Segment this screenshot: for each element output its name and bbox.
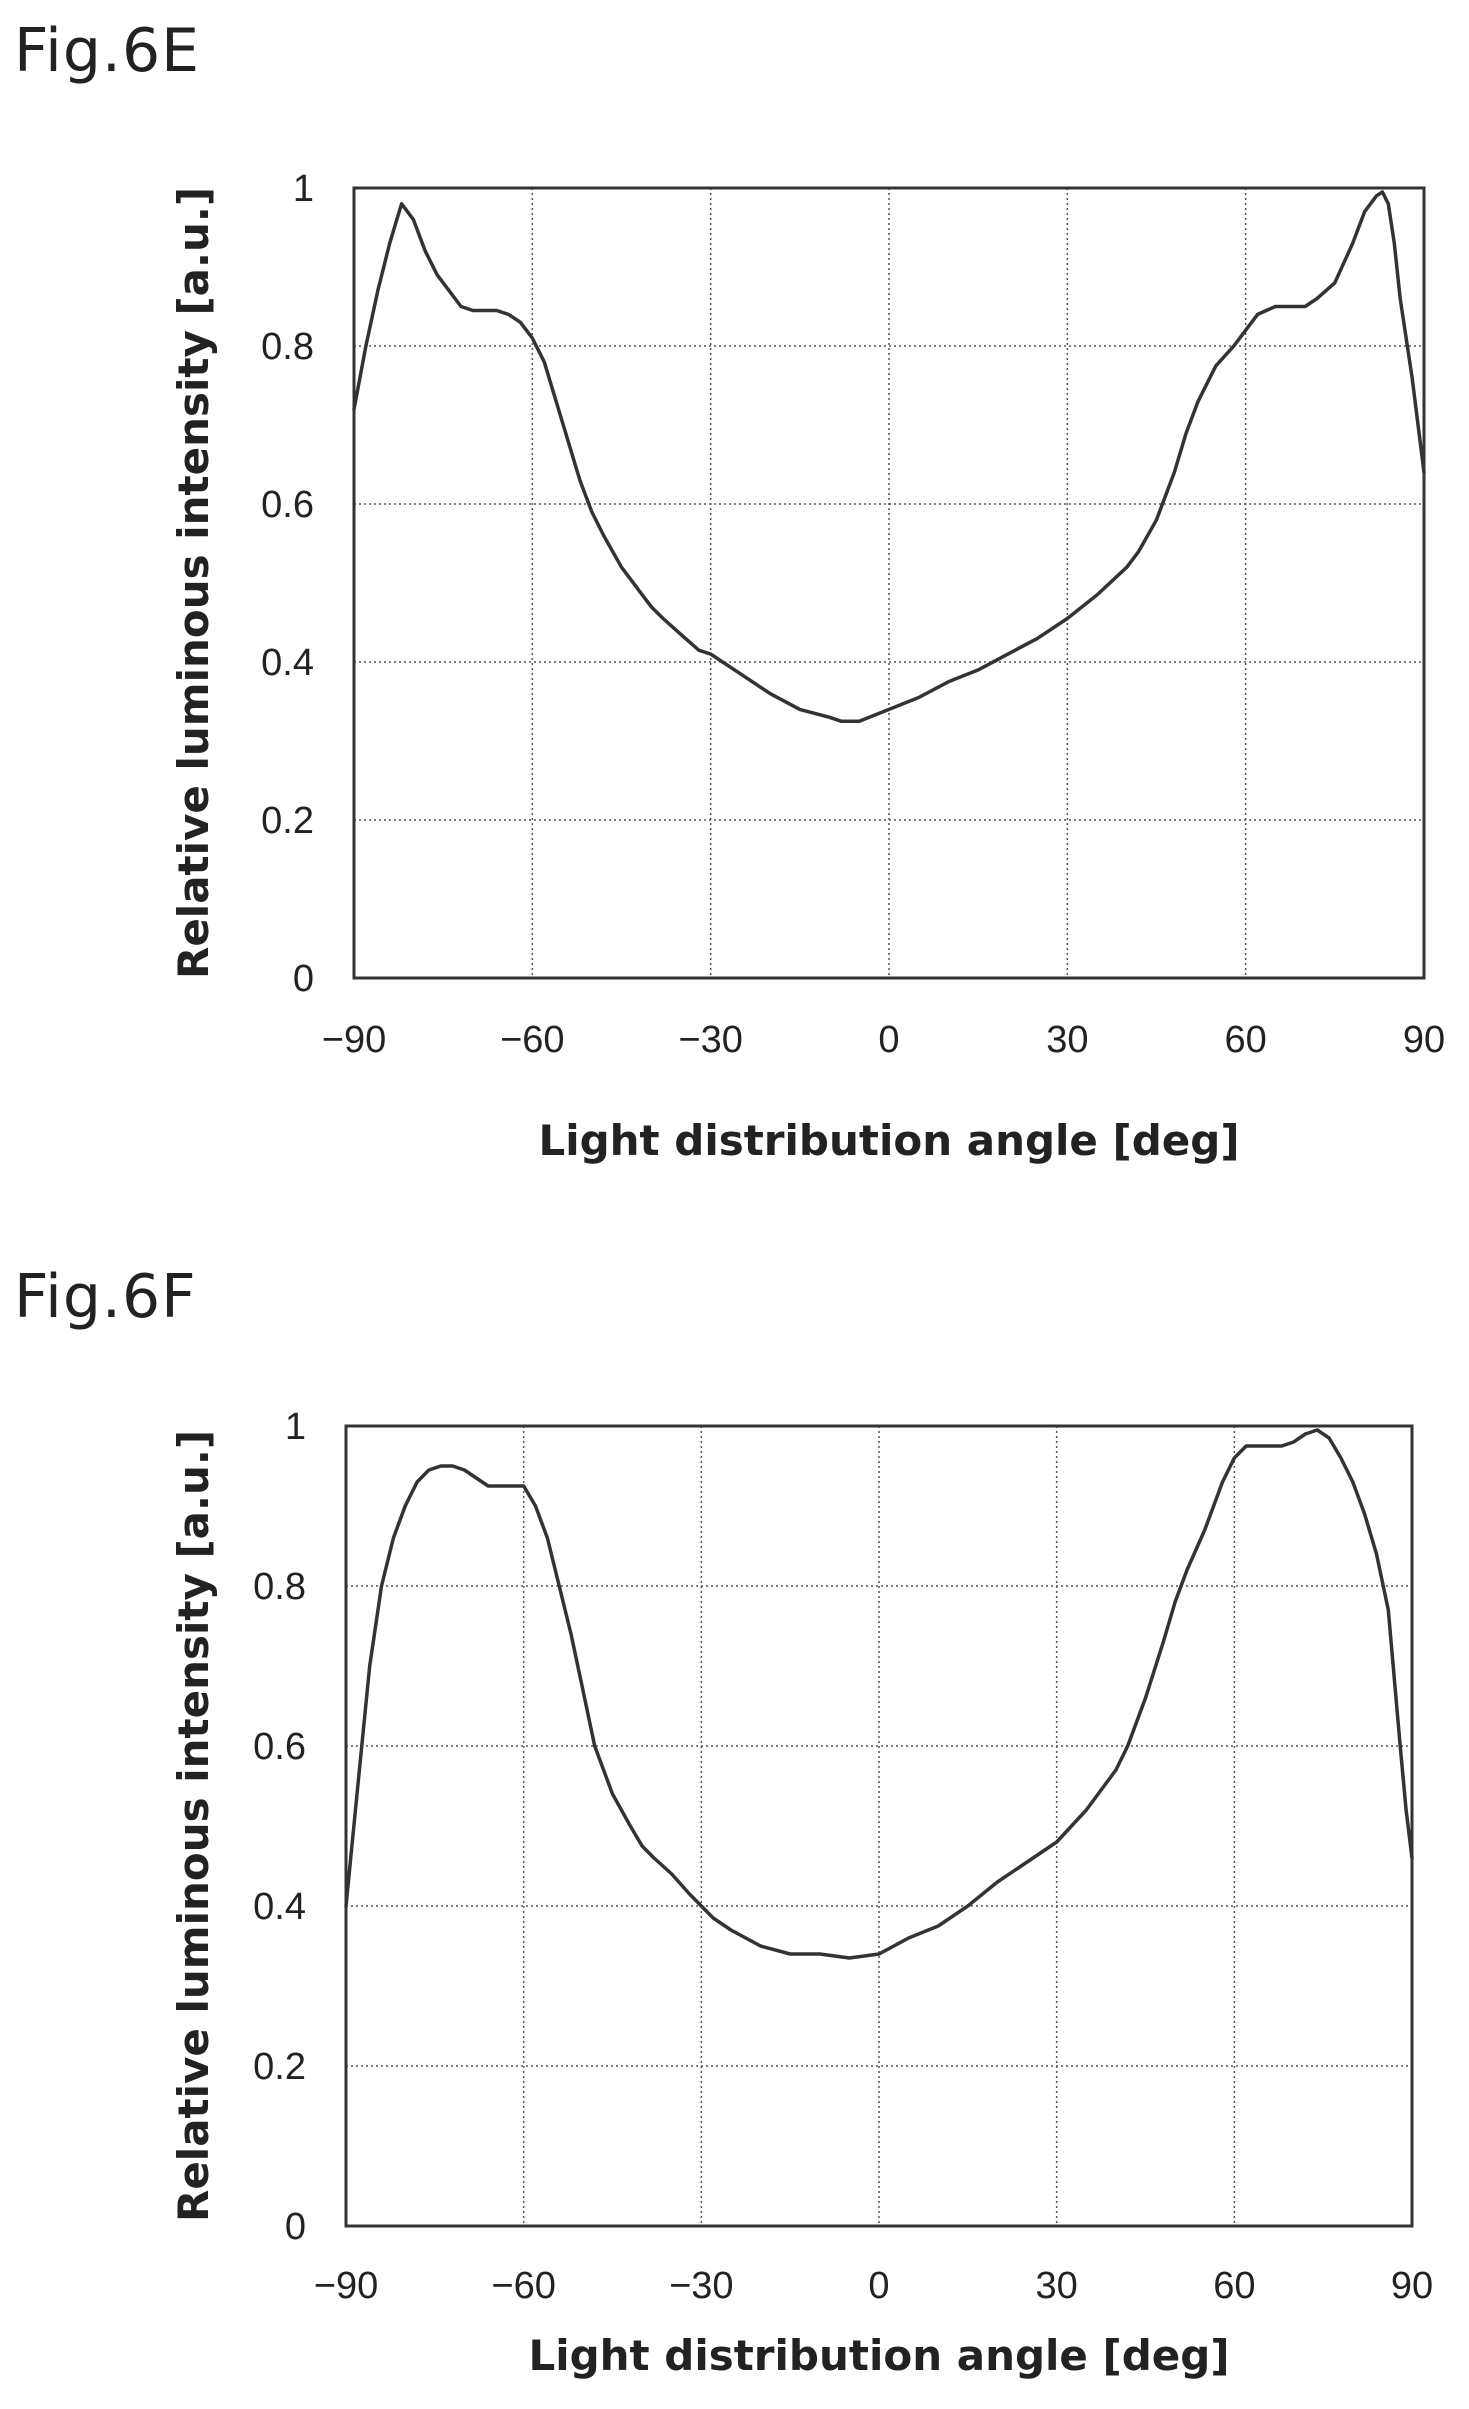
x-tick-label: 0 [868,2265,889,2307]
x-axis-title: Light distribution angle [deg] [538,1116,1239,1165]
y-axis-title: Relative luminous intensity [a.u.] [169,187,218,979]
y-tick-labels: 0 0.2 0.4 0.6 0.8 1 [261,168,314,1000]
x-tick-label: 60 [1213,2265,1255,2307]
series-line-0 [352,190,1426,724]
y-axis-title: Relative luminous intensity [a.u.] [169,1430,218,2222]
x-axis-title: Light distribution angle [deg] [528,2331,1229,2380]
y-tick-label: 0.6 [261,484,314,526]
y-tick-label: 0.2 [261,800,314,842]
chart-fig-6f: −90 −60 −30 0 30 60 90 0 0.2 0.4 0.6 0.8 1 Light di… [169,1406,1433,2380]
plot-frame [352,186,1426,980]
y-tick-label: 0.6 [253,1726,306,1768]
x-tick-label: −30 [669,2265,733,2307]
y-tick-labels: 0 0.2 0.4 0.6 0.8 1 [253,1406,306,2248]
figure-label-6e: Fig.6E [14,16,201,86]
x-tick-label: 90 [1391,2265,1433,2307]
y-tick-label: 0.4 [261,642,314,684]
x-tick-label: 90 [1403,1019,1445,1061]
y-tick-label: 0 [293,958,314,1000]
x-tick-labels: −90 −60 −30 0 30 60 90 [322,1019,1445,1061]
x-tick-label: 0 [878,1019,899,1061]
x-tick-label: −90 [322,1019,386,1061]
series-line-0 [344,1428,1414,1960]
x-tick-label: −90 [314,2265,378,2307]
figure-label-6f: Fig.6F [14,1262,197,1332]
y-tick-label: 1 [293,168,314,210]
y-tick-label: 0 [285,2206,306,2248]
x-tick-labels: −90 −60 −30 0 30 60 90 [314,2265,1433,2307]
y-tick-label: 1 [285,1406,306,1448]
series-group [352,190,1426,724]
y-tick-label: 0.4 [253,1886,306,1928]
grid-lines [354,188,1424,978]
x-tick-label: 60 [1225,1019,1267,1061]
x-tick-label: −60 [500,1019,564,1061]
x-tick-label: 30 [1036,2265,1078,2307]
y-tick-label: 0.8 [261,326,314,368]
y-tick-label: 0.2 [253,2046,306,2088]
series-group [344,1428,1414,1960]
x-tick-label: −60 [491,2265,555,2307]
chart-fig-6e: −90 −60 −30 0 30 60 90 0 0.2 0.4 0.6 0.8 1 Light di… [169,168,1445,1165]
x-tick-label: 30 [1046,1019,1088,1061]
plot-frame [344,1424,1414,2228]
y-tick-label: 0.8 [253,1566,306,1608]
x-tick-label: −30 [678,1019,742,1061]
grid-lines [346,1426,1412,2226]
